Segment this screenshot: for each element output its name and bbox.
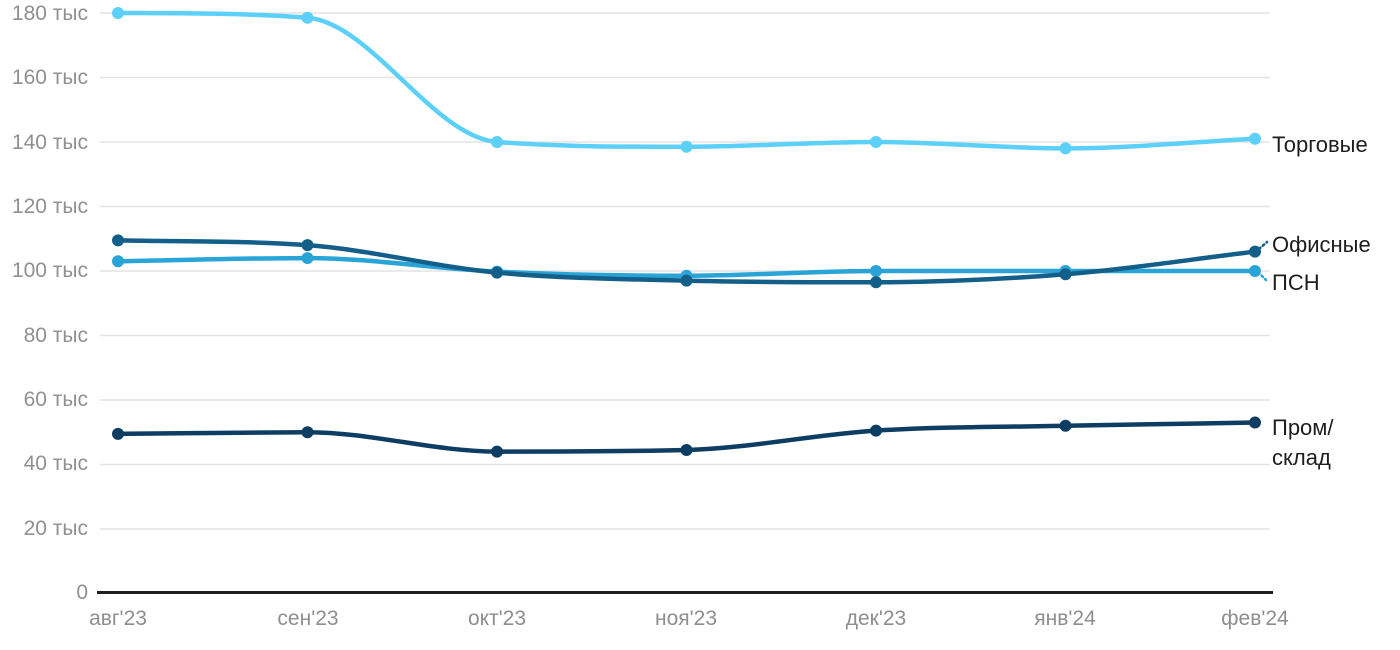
x-axis-tick-label: дек'23 — [845, 607, 907, 630]
data-point-ofisnye-1 — [301, 239, 314, 252]
y-axis-tick-label: 140 тыс — [11, 131, 88, 154]
data-point-ofisnye-5 — [1059, 268, 1072, 281]
series-label-prom-sklad: Пром/ склад — [1272, 413, 1334, 473]
y-axis-tick-label: 60 тыс — [23, 388, 88, 411]
data-point-prom-sklad-2 — [491, 445, 503, 458]
data-point-torgovye-5 — [1059, 142, 1072, 155]
y-axis-tick-label: 100 тыс — [11, 259, 88, 282]
data-point-ofisnye-3 — [680, 274, 693, 287]
x-axis-tick-label: ноя'23 — [654, 607, 717, 630]
y-axis-tick-label: 180 тыс — [11, 2, 88, 25]
series-line-torgovye — [115, 10, 1258, 151]
series-label-prom-sklad-line1: Пром/ — [1272, 415, 1334, 440]
x-axis-tick-label: фев'24 — [1221, 607, 1289, 630]
series-label-ofisnye: Офисные — [1272, 232, 1371, 257]
data-point-torgovye-6 — [1249, 132, 1261, 145]
y-axis-tick-label: 80 тыс — [23, 324, 88, 347]
data-point-psn-4 — [870, 264, 882, 277]
data-point-psn-6 — [1249, 264, 1261, 277]
y-axis-tick-label: 120 тыс — [11, 195, 88, 218]
y-axis-tick-label: 160 тыс — [11, 66, 88, 89]
x-axis-tick-label: янв'24 — [1034, 607, 1096, 630]
data-point-torgovye-1 — [301, 11, 314, 24]
y-axis-tick-label: 40 тыс — [23, 452, 88, 475]
label-leader-ofisnye — [1257, 240, 1269, 251]
data-point-prom-sklad-6 — [1249, 416, 1261, 429]
data-point-torgovye-2 — [491, 135, 503, 148]
y-axis-tick-label: 20 тыс — [23, 517, 88, 540]
data-point-torgovye-0 — [112, 6, 124, 19]
data-point-ofisnye-6 — [1249, 245, 1261, 258]
data-point-torgovye-3 — [680, 140, 693, 153]
data-point-ofisnye-4 — [870, 276, 882, 289]
x-axis-tick-label: авг'23 — [89, 607, 147, 630]
y-axis-tick-label: 0 — [76, 581, 88, 604]
series-label-psn: ПСН — [1272, 270, 1320, 295]
data-point-prom-sklad-4 — [870, 424, 882, 437]
data-point-ofisnye-0 — [112, 234, 124, 247]
data-point-torgovye-4 — [870, 135, 882, 148]
data-point-prom-sklad-1 — [301, 426, 314, 439]
series-label-prom-sklad-line2: склад — [1272, 445, 1331, 470]
x-axis-tick-label: окт'23 — [467, 607, 527, 630]
series-label-torgovye: Торговые — [1272, 132, 1368, 157]
data-point-ofisnye-2 — [491, 266, 503, 279]
data-point-prom-sklad-0 — [112, 427, 124, 440]
data-point-prom-sklad-3 — [680, 443, 693, 456]
data-point-psn-0 — [112, 255, 124, 268]
data-point-psn-1 — [301, 252, 314, 265]
data-point-prom-sklad-5 — [1059, 419, 1072, 432]
x-axis-tick-label: сен'23 — [277, 607, 339, 630]
